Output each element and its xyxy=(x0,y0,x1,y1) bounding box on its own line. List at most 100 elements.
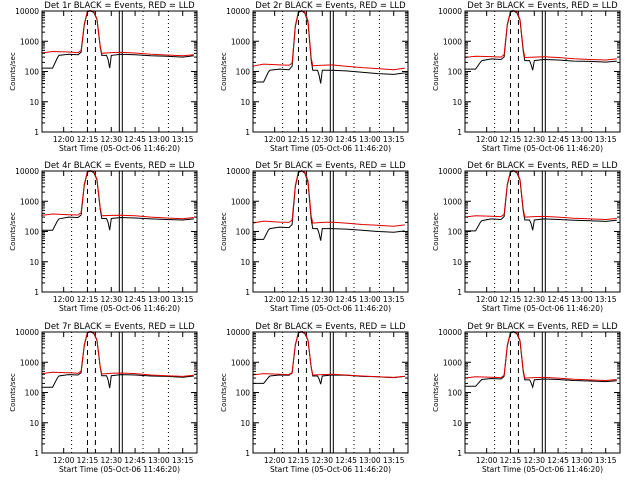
x-tick-label: 12:00 xyxy=(53,456,75,465)
events-series-line xyxy=(252,170,405,241)
x-tick-label: 13:15 xyxy=(172,456,194,465)
y-axis-label: Counts/sec xyxy=(220,212,228,251)
y-tick-label: 100 xyxy=(236,68,251,77)
lld-series-line xyxy=(252,169,405,227)
x-tick-label: 13:00 xyxy=(359,295,381,304)
lld-series-line xyxy=(252,9,405,71)
x-tick-label: 12:45 xyxy=(335,456,357,465)
x-tick-label: 12:30 xyxy=(523,135,545,144)
x-axis-label: Start Time (05-Oct-06 11:46:20) xyxy=(270,304,391,313)
x-tick-label: 12:45 xyxy=(124,295,146,304)
x-tick-label: 12:00 xyxy=(264,135,286,144)
x-tick-label: 12:30 xyxy=(311,135,333,144)
y-tick-label: 1 xyxy=(34,449,39,458)
y-tick-label: 10000 xyxy=(15,167,39,176)
x-tick-label: 13:15 xyxy=(172,295,194,304)
detector-panel: Det 5r BLACK = Events, RED = LLD 1 10 100 10… xyxy=(220,161,409,313)
events-series-line xyxy=(252,331,405,385)
y-tick-label: 1 xyxy=(245,288,250,297)
y-axis-label: Counts/sec xyxy=(432,212,440,251)
y-tick-label: 10 xyxy=(29,258,39,267)
x-tick-label: 12:15 xyxy=(77,295,99,304)
x-tick-label: 12:00 xyxy=(264,456,286,465)
y-axis-label: Counts/sec xyxy=(9,52,17,91)
y-tick-label: 10000 xyxy=(438,328,462,337)
x-tick-label: 12:00 xyxy=(476,295,498,304)
lld-series-line xyxy=(464,169,617,221)
events-series-line xyxy=(464,10,617,71)
y-tick-label: 1000 xyxy=(231,358,250,367)
y-tick-label: 1 xyxy=(34,128,39,137)
y-tick-label: 10000 xyxy=(438,7,462,16)
lld-series-line xyxy=(41,9,194,57)
x-axis-label: Start Time (05-Oct-06 11:46:20) xyxy=(482,465,603,474)
panel-title: Det 9r BLACK = Events, RED = LLD xyxy=(467,322,618,332)
x-tick-label: 13:00 xyxy=(571,456,593,465)
y-tick-label: 100 xyxy=(236,228,251,237)
x-tick-label: 12:00 xyxy=(476,135,498,144)
x-tick-label: 13:00 xyxy=(148,135,170,144)
detector-panel: Det 6r BLACK = Events, RED = LLD 1 10 100 10… xyxy=(432,161,621,313)
y-tick-label: 10 xyxy=(240,98,250,107)
y-tick-label: 100 xyxy=(236,389,251,398)
x-axis-label: Start Time (05-Oct-06 11:46:20) xyxy=(270,465,391,474)
y-axis-label: Counts/sec xyxy=(432,373,440,412)
x-axis-label: Start Time (05-Oct-06 11:46:20) xyxy=(482,304,603,313)
lld-series-line xyxy=(464,330,617,382)
x-tick-label: 12:45 xyxy=(547,135,569,144)
y-tick-label: 10 xyxy=(29,419,39,428)
y-tick-label: 1 xyxy=(457,449,462,458)
y-tick-label: 10 xyxy=(452,98,462,107)
y-tick-label: 10 xyxy=(452,419,462,428)
x-tick-label: 12:30 xyxy=(311,295,333,304)
x-tick-label: 12:15 xyxy=(77,456,99,465)
detector-panel: Det 9r BLACK = Events, RED = LLD 1 10 100 10… xyxy=(432,322,621,474)
y-tick-label: 1000 xyxy=(20,37,39,46)
y-tick-label: 1 xyxy=(245,449,250,458)
x-tick-label: 12:15 xyxy=(500,295,522,304)
x-tick-label: 12:00 xyxy=(53,295,75,304)
y-axis-label: Counts/sec xyxy=(220,52,228,91)
x-tick-label: 12:45 xyxy=(547,456,569,465)
y-axis-label: Counts/sec xyxy=(9,212,17,251)
y-tick-label: 100 xyxy=(25,68,40,77)
detector-panel: Det 4r BLACK = Events, RED = LLD 1 10 100 10… xyxy=(9,161,198,313)
y-tick-label: 10000 xyxy=(226,7,250,16)
x-tick-label: 12:15 xyxy=(288,295,310,304)
lld-series-line xyxy=(41,330,194,377)
x-tick-label: 13:15 xyxy=(595,456,617,465)
y-tick-label: 1 xyxy=(245,128,250,137)
x-tick-label: 12:45 xyxy=(335,295,357,304)
x-axis-label: Start Time (05-Oct-06 11:46:20) xyxy=(59,144,180,153)
y-axis-label: Counts/sec xyxy=(9,373,17,412)
events-series-line xyxy=(41,10,194,69)
x-tick-label: 12:15 xyxy=(288,456,310,465)
y-tick-label: 10 xyxy=(240,419,250,428)
y-axis-label: Counts/sec xyxy=(220,373,228,412)
y-tick-label: 10000 xyxy=(438,167,462,176)
y-tick-label: 1000 xyxy=(20,358,39,367)
lld-series-line xyxy=(41,169,194,220)
x-tick-label: 13:15 xyxy=(383,295,405,304)
y-tick-label: 100 xyxy=(448,228,463,237)
lld-series-line xyxy=(252,330,405,378)
detector-panel: Det 1r BLACK = Events, RED = LLD 1 10 100 10… xyxy=(9,1,198,153)
events-series-line xyxy=(252,10,405,84)
x-tick-label: 12:45 xyxy=(124,456,146,465)
x-axis-label: Start Time (05-Oct-06 11:46:20) xyxy=(270,144,391,153)
events-series-line xyxy=(41,331,194,389)
x-tick-label: 12:15 xyxy=(500,456,522,465)
y-tick-label: 10000 xyxy=(226,328,250,337)
panel-title: Det 6r BLACK = Events, RED = LLD xyxy=(467,161,618,171)
y-tick-label: 100 xyxy=(25,389,40,398)
x-tick-label: 13:00 xyxy=(148,456,170,465)
x-tick-label: 12:30 xyxy=(100,295,122,304)
y-tick-label: 10 xyxy=(29,98,39,107)
detector-panel: Det 2r BLACK = Events, RED = LLD 1 10 100 10… xyxy=(220,1,409,153)
x-tick-label: 12:00 xyxy=(53,135,75,144)
x-tick-label: 13:00 xyxy=(359,456,381,465)
y-axis-label: Counts/sec xyxy=(432,52,440,91)
panel-title: Det 1r BLACK = Events, RED = LLD xyxy=(44,1,195,11)
y-tick-label: 1000 xyxy=(443,197,462,206)
x-tick-label: 12:15 xyxy=(500,135,522,144)
